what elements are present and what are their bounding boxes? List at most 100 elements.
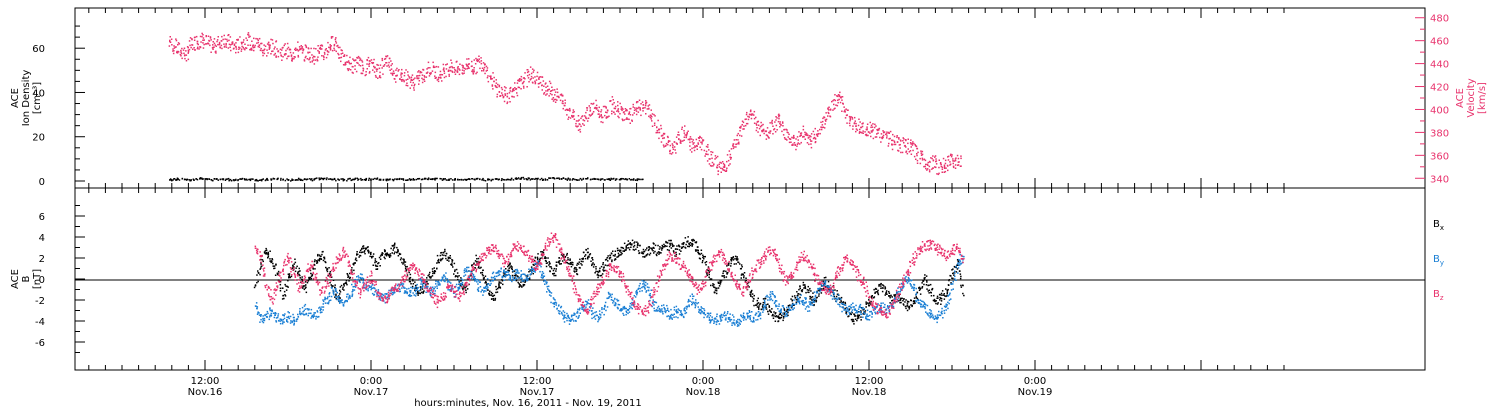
data-point [870,122,872,124]
data-point [703,139,705,141]
data-point [907,310,909,312]
data-point [784,308,786,310]
data-point [834,289,836,291]
data-point [315,318,317,320]
data-point [314,259,316,261]
data-point [684,125,686,127]
data-point [317,310,319,312]
data-point [634,249,636,251]
data-point [183,49,185,51]
data-point [260,263,262,265]
data-point [307,178,309,180]
data-point [738,143,740,145]
velocity-tick-label: 480 [1430,14,1449,25]
data-point [257,314,259,316]
data-point [499,86,501,88]
data-point [711,154,713,156]
data-point [263,178,265,180]
data-point [753,298,755,300]
data-point [277,178,279,180]
data-point [729,163,731,165]
data-point [828,281,830,283]
data-point [342,287,344,289]
data-point [473,274,475,276]
data-point [638,250,640,252]
data-point [450,66,452,68]
data-point [465,292,467,294]
data-point [681,248,683,250]
data-point [881,133,883,135]
data-point [464,272,466,274]
data-point [393,180,395,182]
data-point [950,275,952,277]
data-point [386,297,388,299]
data-point [606,265,608,267]
data-point [343,283,345,285]
data-point [432,268,434,270]
data-point [443,255,445,257]
data-point [634,110,636,112]
data-point [798,139,800,141]
data-point [585,249,587,251]
data-point [694,240,696,242]
data-point [707,144,709,146]
x-tick-date: Nov.18 [852,387,887,398]
data-point [927,165,929,167]
data-point [585,254,587,256]
data-point [719,166,721,168]
data-point [756,123,758,125]
data-point [892,134,894,136]
data-point [241,49,243,51]
data-point [555,270,557,272]
data-point [510,90,512,92]
data-point [533,71,535,73]
data-point [930,284,932,286]
data-point [668,240,670,242]
data-point [622,120,624,122]
data-point [662,248,664,250]
data-point [291,276,293,278]
data-point [508,268,510,270]
data-point [612,104,614,106]
data-point [852,125,854,127]
data-point [953,167,955,169]
data-point [200,36,202,38]
data-point [537,257,539,259]
data-point [274,265,276,267]
data-point [634,112,636,114]
data-point [312,57,314,59]
data-point [687,246,689,248]
data-point [440,255,442,256]
data-point [592,259,594,261]
data-point [387,55,389,57]
data-point [315,59,317,61]
data-point [716,167,718,169]
data-point [778,118,780,120]
data-point [836,296,838,298]
data-point [952,273,954,275]
data-point [502,89,504,91]
data-point [260,48,262,50]
velocity-tick-label: 440 [1430,60,1449,71]
data-point [333,292,335,294]
data-point [765,298,767,300]
data-point [332,179,334,181]
data-point [944,166,946,168]
data-point [373,66,375,68]
data-point [265,248,267,250]
data-point [269,44,271,46]
data-point [354,262,356,264]
data-point [880,288,882,290]
data-point [573,111,575,113]
data-point [837,96,839,98]
data-point [496,178,498,180]
data-point [363,68,365,70]
data-point [774,121,776,123]
data-point [294,56,296,58]
data-point [434,288,436,290]
data-point [424,81,426,83]
data-point [883,285,885,287]
data-point [368,251,370,253]
data-point [340,61,342,63]
data-point [317,45,319,47]
